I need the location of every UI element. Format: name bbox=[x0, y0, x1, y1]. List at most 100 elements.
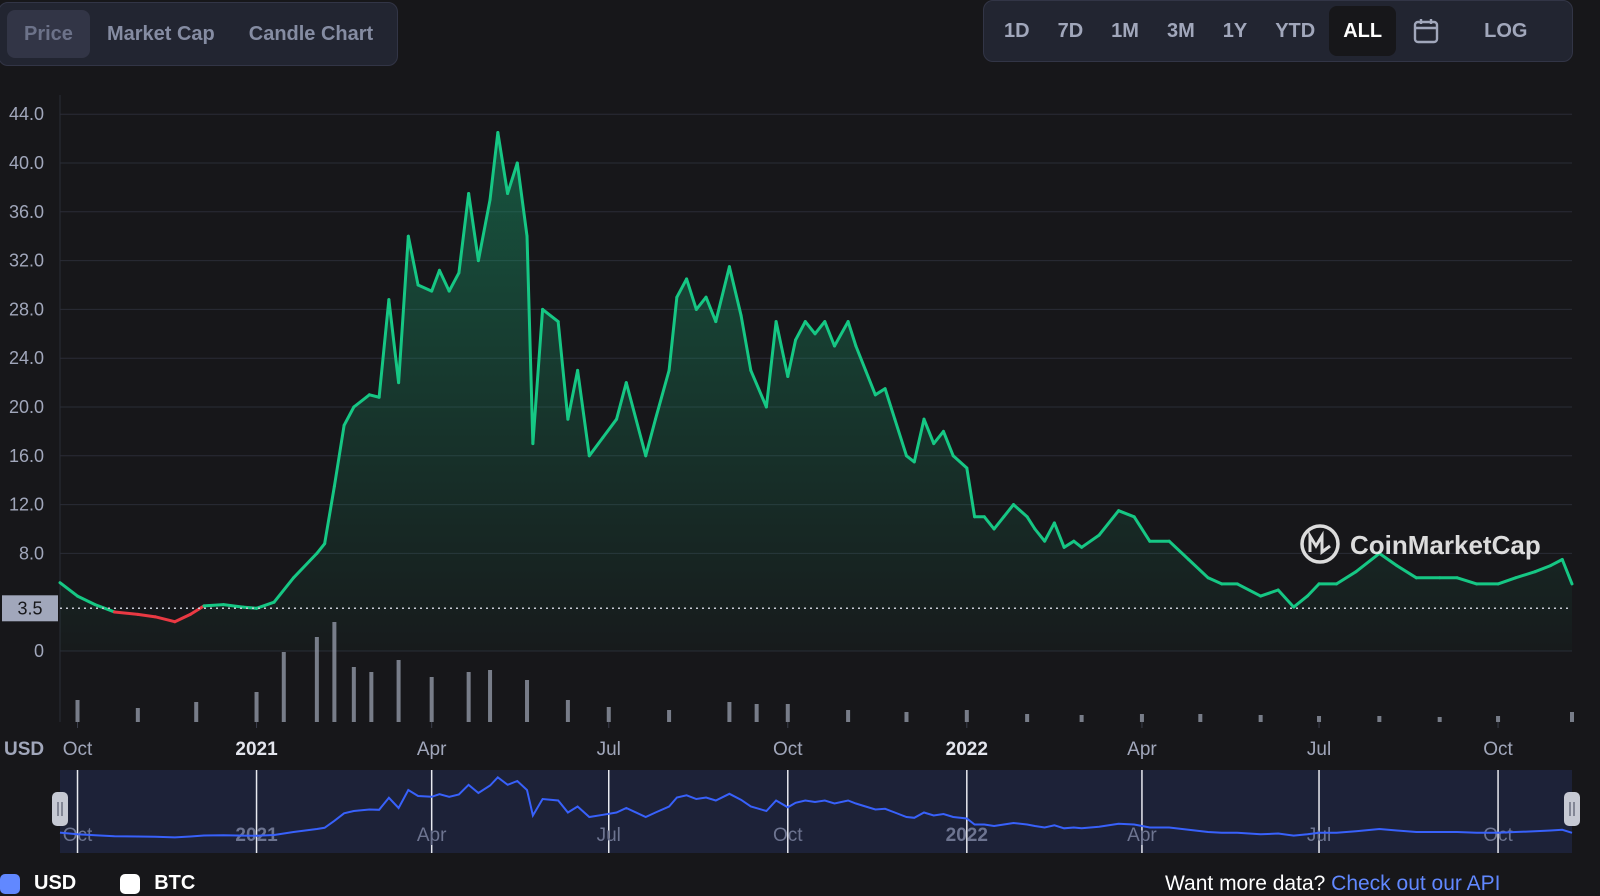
tab-market-cap[interactable]: Market Cap bbox=[106, 23, 215, 45]
price-line-segment bbox=[883, 387, 897, 421]
range-3m[interactable]: 3M bbox=[1166, 20, 1195, 42]
x-tick-label: Oct bbox=[1483, 739, 1513, 760]
price-line-segment bbox=[397, 234, 410, 385]
price-line-segment bbox=[136, 612, 157, 619]
price-line-segment bbox=[406, 234, 420, 287]
price-line-segment bbox=[576, 368, 591, 458]
price-line-segment bbox=[367, 393, 381, 399]
date-picker-button[interactable] bbox=[1396, 6, 1456, 56]
navigator-tick-label: Oct bbox=[63, 825, 93, 846]
legend-label-btc[interactable]: BTC bbox=[154, 872, 196, 894]
x-tick-label: Jul bbox=[597, 739, 621, 760]
volume-bar bbox=[466, 672, 471, 722]
price-line-segment bbox=[813, 320, 827, 336]
navigator-tick-label: 2022 bbox=[946, 825, 988, 846]
price-line-segment bbox=[437, 268, 451, 293]
price-line-segment bbox=[1167, 539, 1191, 561]
volume-bar bbox=[281, 652, 286, 722]
volume-bar bbox=[135, 708, 140, 722]
x-tick-label: 2021 bbox=[235, 739, 278, 760]
navigator-tick-label: Jul bbox=[1307, 825, 1331, 846]
price-line-segment bbox=[387, 298, 401, 385]
current-price-badge bbox=[2, 595, 58, 622]
log-scale-toggle[interactable]: LOG bbox=[1484, 20, 1528, 42]
y-tick-label: 28.0 bbox=[9, 299, 44, 319]
volume-bar bbox=[754, 704, 759, 722]
price-line-segment bbox=[332, 423, 346, 488]
volume-bar bbox=[1258, 715, 1263, 722]
price-line-segment bbox=[932, 429, 945, 446]
price-line-segment bbox=[496, 131, 510, 195]
price-line-segment bbox=[1012, 503, 1029, 519]
volume-bar bbox=[194, 702, 199, 722]
watermark-text: CoinMarketCap bbox=[1350, 530, 1541, 560]
coinmarketcap-watermark: CoinMarketCap bbox=[1300, 524, 1541, 564]
price-line-segment bbox=[675, 277, 689, 299]
x-tick-label: Apr bbox=[417, 739, 447, 760]
price-line-segment bbox=[794, 320, 807, 342]
range-1m[interactable]: 1M bbox=[1111, 20, 1139, 42]
price-line-segment bbox=[1496, 576, 1518, 586]
price-line-segment bbox=[1132, 515, 1152, 543]
navigator-background[interactable] bbox=[60, 770, 1572, 853]
tab-candle-chart[interactable]: Candle Chart bbox=[248, 23, 374, 45]
api-promo: Want more data? Check out our API bbox=[1165, 872, 1500, 896]
range-all[interactable]: ALL bbox=[1329, 6, 1397, 56]
range-7d[interactable]: 7D bbox=[1057, 20, 1084, 42]
volume-bar bbox=[488, 670, 493, 722]
volume-bar bbox=[314, 637, 319, 722]
volume-bar bbox=[846, 710, 851, 722]
price-line-segment bbox=[1455, 576, 1479, 586]
range-ytd[interactable]: YTD bbox=[1275, 20, 1316, 42]
price-line-segment bbox=[292, 551, 319, 580]
volume-bar bbox=[525, 680, 530, 722]
navigator-tick-label: Jul bbox=[597, 825, 621, 846]
coinmarketcap-logo-mark bbox=[1308, 530, 1331, 555]
volume-bar bbox=[1139, 714, 1144, 722]
volume-bar bbox=[369, 672, 374, 722]
price-line-segment bbox=[704, 295, 718, 324]
price-line-segment bbox=[112, 610, 140, 616]
price-line-segment bbox=[255, 600, 276, 610]
api-promo-text: Want more data? bbox=[1165, 872, 1326, 895]
volume-bar bbox=[254, 692, 259, 722]
legend-label-usd[interactable]: USD bbox=[34, 872, 77, 894]
tab-price[interactable]: Price bbox=[7, 10, 90, 58]
navigator-handle-right[interactable] bbox=[1564, 792, 1580, 826]
navigator-series-line bbox=[59, 775, 1573, 839]
price-line-segment bbox=[653, 368, 671, 421]
price-line-segment bbox=[1062, 539, 1076, 549]
range-1y[interactable]: 1Y bbox=[1222, 20, 1248, 42]
volume-bar bbox=[1025, 714, 1030, 722]
price-line-segment bbox=[739, 314, 753, 372]
api-link[interactable]: Check out our API bbox=[1331, 872, 1501, 895]
price-line-segment bbox=[1072, 539, 1084, 549]
price-line-segment bbox=[965, 466, 977, 519]
navigator-handle-left[interactable] bbox=[52, 792, 68, 826]
legend-swatch-btc[interactable] bbox=[120, 873, 141, 894]
volume-bar bbox=[727, 702, 732, 722]
price-line-segment bbox=[416, 283, 434, 293]
calendar-icon bbox=[1413, 19, 1439, 44]
price-line-segment bbox=[854, 344, 868, 372]
price-line-segment bbox=[774, 320, 790, 378]
price-line-segment bbox=[922, 417, 936, 446]
volume-bar bbox=[964, 710, 969, 722]
price-line-segment bbox=[430, 268, 441, 293]
price-line-segment bbox=[873, 387, 887, 397]
price-line-segment bbox=[447, 271, 461, 293]
legend-swatch-usd[interactable] bbox=[0, 873, 20, 894]
range-1d[interactable]: 1D bbox=[1004, 20, 1030, 42]
price-line-segment bbox=[587, 436, 605, 458]
price-line-segment bbox=[467, 192, 480, 263]
volume-bar bbox=[75, 700, 80, 722]
volume-bar bbox=[1377, 716, 1382, 722]
x-tick-label: Jul bbox=[1307, 739, 1331, 760]
y-tick-label: 12.0 bbox=[9, 495, 44, 515]
y-tick-label: 20.0 bbox=[9, 397, 44, 417]
y-tick-label: 24.0 bbox=[9, 348, 44, 368]
y-tick-label: 16.0 bbox=[9, 446, 44, 466]
price-line-segment bbox=[1206, 576, 1224, 586]
price-line-segment bbox=[515, 161, 529, 238]
